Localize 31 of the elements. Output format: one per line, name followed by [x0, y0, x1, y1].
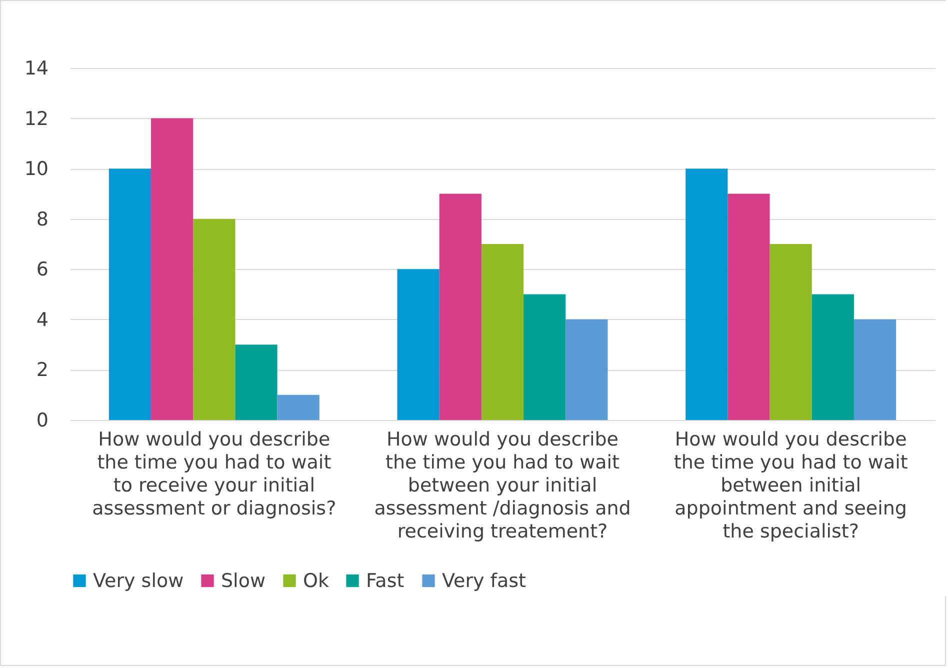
y-tick-label: 0: [36, 410, 48, 432]
legend-label: Slow: [221, 570, 266, 592]
x-tick-label: How would you describe the time you had to wait between initial appointment and seeing the specialist?: [674, 428, 908, 542]
legend-label: Ok: [303, 570, 329, 592]
bar: [812, 294, 854, 420]
bar: [524, 294, 566, 420]
y-tick-label: 10: [24, 158, 48, 180]
legend-label: Very fast: [442, 570, 526, 592]
x-tick-label: How would you describe the time you had to wait to receive your initial assessment or diagnosis?: [92, 428, 336, 520]
bar: [686, 168, 728, 420]
bar: [439, 194, 482, 420]
y-tick-label: 8: [36, 208, 48, 230]
bar: [566, 319, 608, 420]
legend-label: Fast: [366, 570, 404, 592]
y-tick-label: 4: [36, 308, 48, 331]
bar: [151, 118, 194, 420]
bar: [854, 319, 896, 420]
x-tick-label: How would you describe the time you had to wait between your initial assessment /diagnosis and receiving treatement?: [374, 428, 631, 542]
legend-label: Very slow: [93, 570, 184, 592]
bar: [481, 244, 524, 420]
y-tick-label: 2: [36, 359, 48, 382]
y-tick-label: 14: [24, 58, 48, 80]
bar: [770, 244, 812, 420]
y-tick-label: 12: [24, 108, 48, 130]
bar: [728, 194, 770, 420]
bar: [235, 344, 278, 420]
bar: [397, 269, 440, 420]
bar: [277, 394, 320, 420]
bar: [108, 168, 152, 420]
bar: [193, 218, 236, 420]
y-tick-label: 6: [36, 258, 48, 281]
